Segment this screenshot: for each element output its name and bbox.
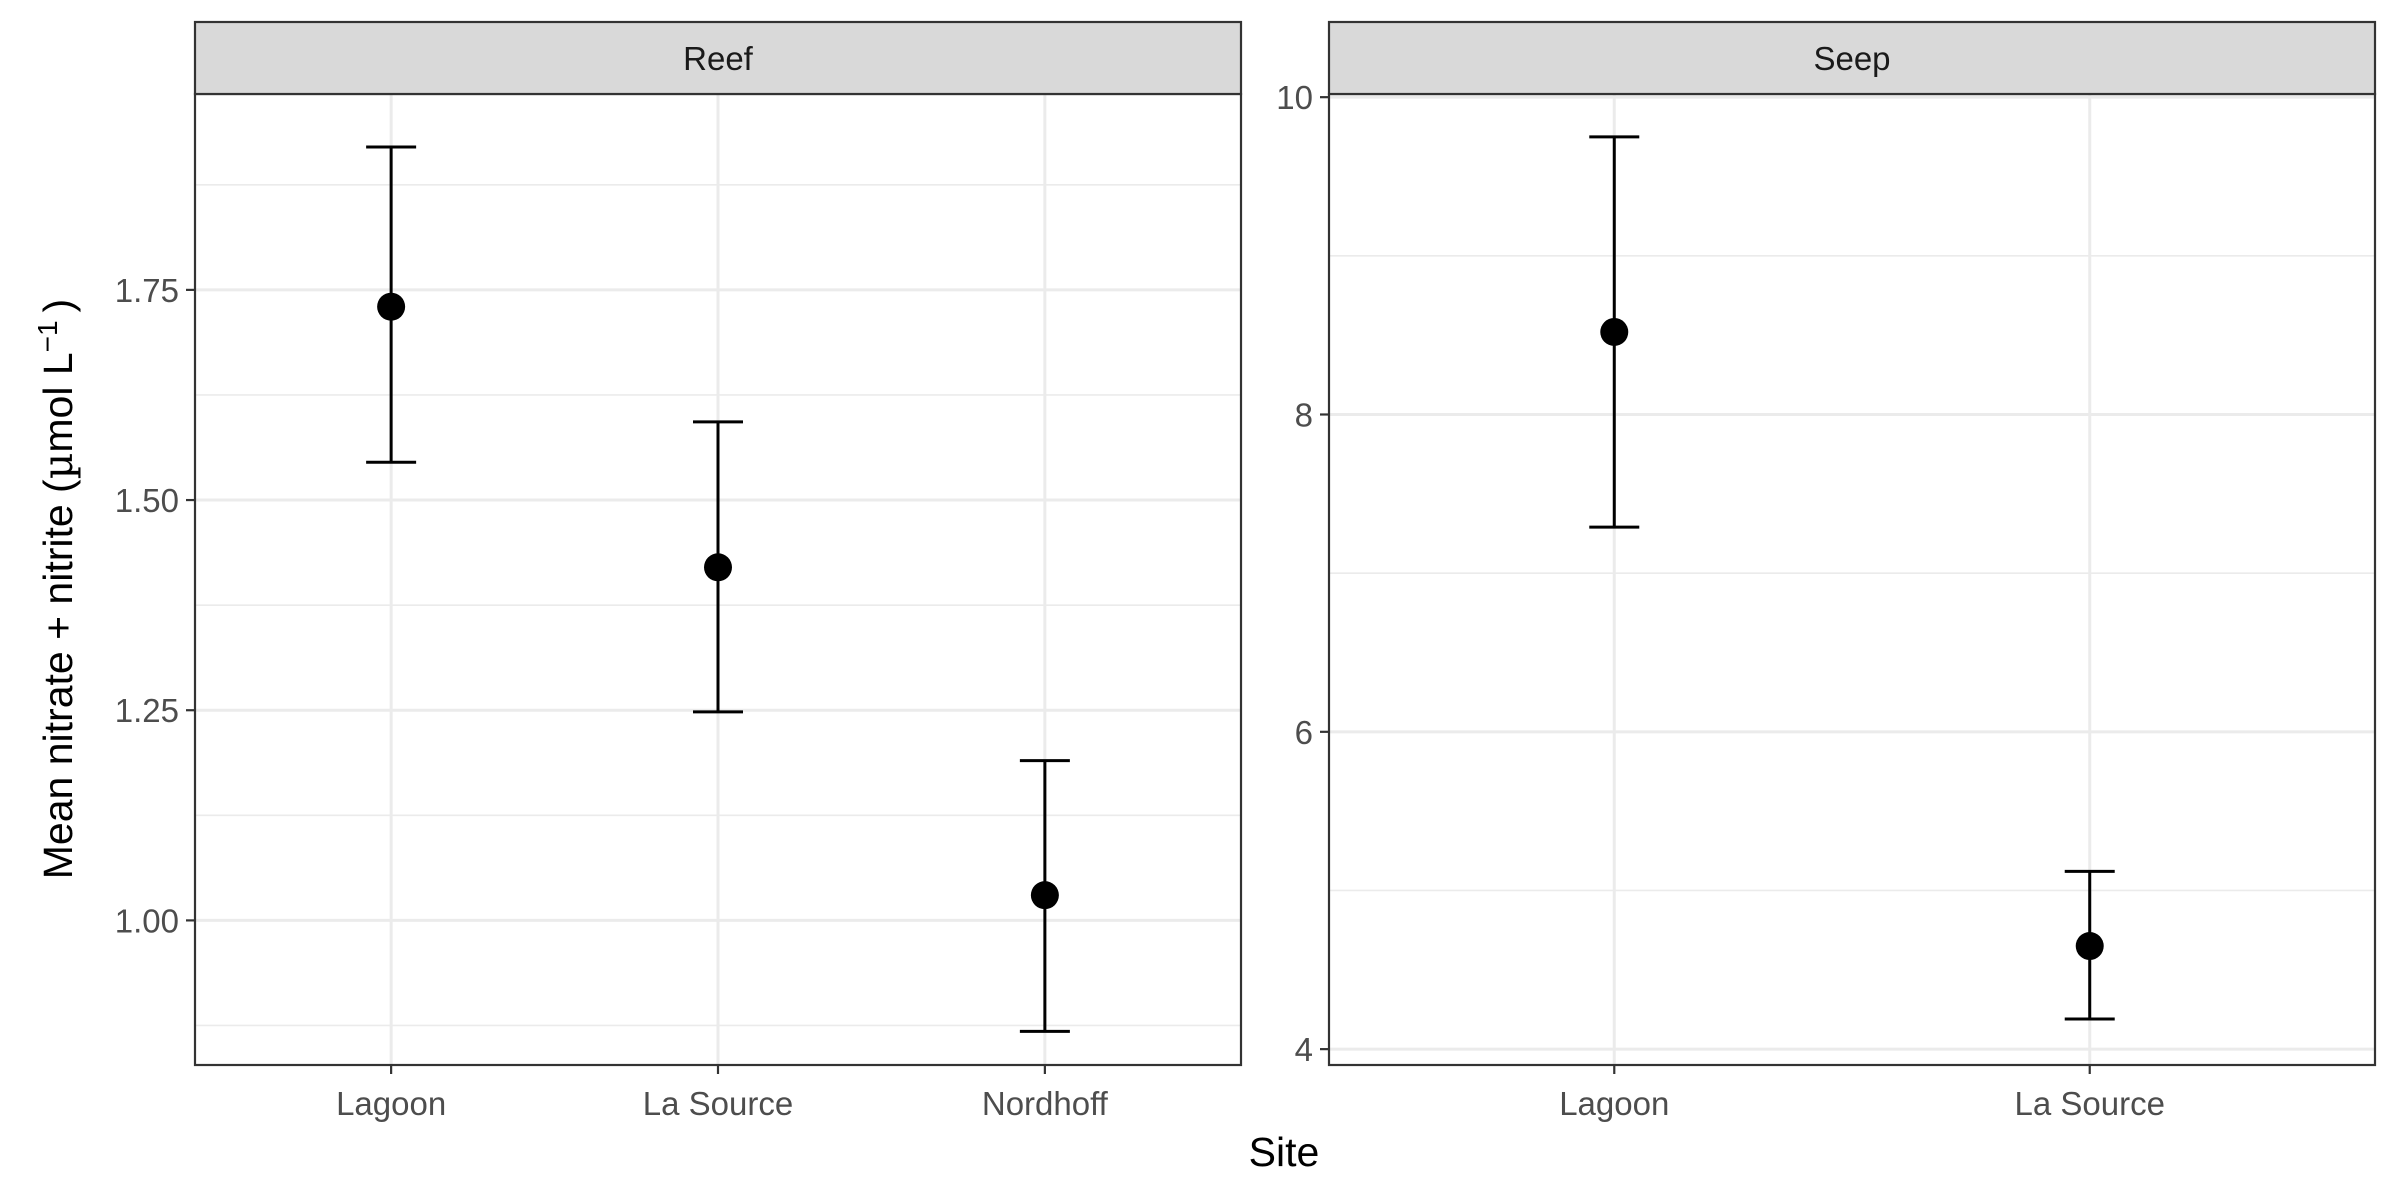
y-axis-title: Mean nitrate + nitrite (µmol L−1) [32,299,83,879]
x-tick-label: Lagoon [336,1085,446,1122]
panel-background [1329,94,2375,1065]
y-tick-label: 1.75 [115,272,179,309]
mean-point [377,292,406,321]
x-tick-label: Nordhoff [982,1085,1109,1122]
panels-layer: Reef 1.00 1.25 1.50 1.75 Lagoon La Source Nordh… [115,20,2377,1122]
y-axis-title-close: ) [35,299,81,313]
y-axis-title-mu: µ [34,453,82,480]
mean-point [1030,881,1059,910]
x-tick-label: Lagoon [1559,1085,1669,1122]
y-tick-label: 1.50 [115,482,179,519]
x-tick-label: La Source [2015,1085,2165,1122]
y-tick-label: 1.00 [115,902,179,939]
facet-strip [1327,20,2377,96]
y-axis-title-superscript: −1 [32,320,63,352]
errorbar-nordhoff [1019,759,1070,1033]
y-tick-label: 4 [1295,1031,1313,1068]
errorbar-la-source [2064,869,2115,1021]
y-axis-title-main: Mean nitrate + nitrite ( [35,479,81,879]
mean-point [2075,932,2104,961]
panel-reef: Reef 1.00 1.25 1.50 1.75 Lagoon La Source Nordh… [115,20,1243,1122]
facet-strip-label: Seep [1813,40,1890,77]
facet-strip-label: Reef [683,40,754,77]
errorbar-la-source [693,420,743,714]
y-tick-label: 1.25 [115,692,179,729]
y-axis-title-unit: mol L [35,352,81,452]
mean-point [704,553,732,582]
errorbar-lagoon [366,145,417,464]
y-tick-label: 8 [1295,396,1313,433]
y-tick-label: 10 [1276,79,1313,116]
mean-point [1600,317,1629,346]
panel-seep: Seep 4 6 8 10 Lagoon La Source [1276,20,2377,1122]
y-tick-label: 6 [1295,714,1313,751]
x-tick-label: La Source [643,1085,793,1122]
facet-strip [193,20,1243,96]
errorbar-lagoon [1589,135,1640,529]
x-axis-title: Site [1249,1129,1320,1175]
